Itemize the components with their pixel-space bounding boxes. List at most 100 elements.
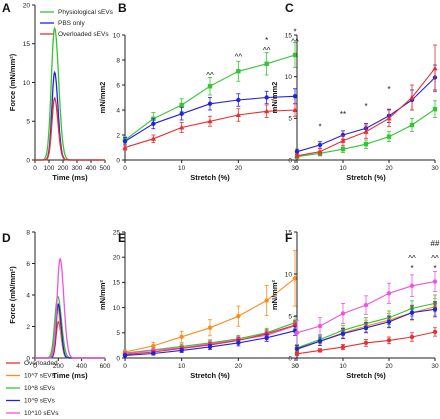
significance-mark: * bbox=[364, 102, 367, 111]
series-line bbox=[35, 96, 105, 161]
series-line bbox=[124, 109, 296, 149]
data-point bbox=[236, 340, 241, 346]
y-tick-label: 6 bbox=[26, 261, 30, 268]
significance-mark: * bbox=[433, 264, 436, 273]
x-axis-label: Stretch (%) bbox=[346, 371, 386, 380]
data-point bbox=[432, 106, 438, 112]
data-point bbox=[235, 112, 241, 117]
data-point bbox=[386, 338, 392, 343]
data-point bbox=[432, 329, 438, 335]
x-tick-label: 0 bbox=[33, 165, 37, 172]
legend-label: Overloaded sEVs bbox=[58, 31, 109, 38]
y-tick-label: 10 bbox=[23, 80, 31, 87]
data-point bbox=[151, 343, 156, 349]
data-point bbox=[122, 139, 128, 144]
data-point bbox=[409, 310, 415, 315]
x-tick-label: 10 bbox=[178, 165, 186, 172]
data-point bbox=[386, 319, 392, 325]
x-tick-label: 0 bbox=[295, 165, 299, 172]
x-tick-label: 0 bbox=[123, 165, 127, 172]
data-point bbox=[294, 351, 300, 356]
data-point bbox=[207, 118, 213, 124]
series-line bbox=[35, 26, 105, 161]
series-line bbox=[35, 295, 105, 359]
data-point bbox=[292, 94, 298, 99]
y-tick-label: 8 bbox=[116, 57, 120, 64]
x-tick-label: 20 bbox=[385, 363, 393, 370]
data-point bbox=[317, 148, 323, 154]
y-tick-label: 25 bbox=[113, 229, 121, 236]
x-tick-label: 30 bbox=[291, 165, 299, 172]
y-tick-label: 0 bbox=[26, 355, 30, 362]
y-tick-label: 15 bbox=[285, 229, 293, 236]
data-point bbox=[294, 149, 300, 154]
data-point bbox=[264, 331, 269, 337]
data-point bbox=[207, 84, 213, 89]
y-tick-label: 0 bbox=[288, 355, 292, 362]
data-point bbox=[207, 325, 213, 330]
x-tick-label: 200 bbox=[53, 363, 64, 370]
data-point bbox=[122, 353, 128, 358]
data-point bbox=[409, 94, 415, 100]
data-point bbox=[292, 52, 298, 58]
x-tick-label: 400 bbox=[76, 363, 87, 370]
data-point bbox=[151, 351, 156, 356]
y-tick-label: 5 bbox=[288, 313, 292, 320]
y-tick-label: 10 bbox=[285, 271, 293, 278]
x-tick-label: 100 bbox=[44, 165, 55, 172]
legend-label: Overloaded bbox=[24, 360, 58, 367]
series-line bbox=[35, 70, 105, 161]
y-tick-label: 15 bbox=[285, 32, 293, 39]
data-point bbox=[340, 344, 346, 350]
panel-label: D bbox=[2, 231, 11, 245]
data-point bbox=[179, 348, 184, 353]
series-line bbox=[35, 303, 105, 359]
y-tick-label: 10 bbox=[113, 305, 121, 312]
data-point bbox=[340, 138, 346, 143]
y-axis-label: mN/mm² bbox=[270, 280, 279, 311]
y-tick-label: 0 bbox=[116, 355, 120, 362]
data-point bbox=[363, 141, 369, 147]
data-point bbox=[386, 115, 392, 121]
significance-mark: * bbox=[410, 264, 413, 273]
y-tick-label: 10 bbox=[113, 32, 121, 39]
x-tick-label: 300 bbox=[72, 165, 83, 172]
legend-label: 10^8 sEVs bbox=[24, 385, 56, 392]
x-tick-label: 500 bbox=[100, 165, 111, 172]
y-tick-label: 4 bbox=[116, 107, 120, 114]
panel-label: B bbox=[118, 1, 127, 15]
x-tick-label: 20 bbox=[235, 363, 243, 370]
y-axis-label: mN/mm2 bbox=[98, 82, 107, 114]
legend-label: Physiological sEVs bbox=[58, 9, 114, 16]
data-point bbox=[236, 97, 241, 103]
data-point bbox=[409, 334, 415, 340]
y-tick-label: 15 bbox=[113, 280, 121, 287]
y-tick-label: 10 bbox=[285, 74, 293, 81]
data-point bbox=[122, 144, 128, 150]
x-tick-label: 0 bbox=[33, 363, 37, 370]
x-tick-label: 20 bbox=[385, 165, 393, 172]
significance-mark: ^^ bbox=[206, 71, 214, 80]
data-point bbox=[386, 291, 392, 296]
significance-mark: ^^ bbox=[291, 37, 299, 46]
y-tick-label: 0 bbox=[116, 157, 120, 164]
y-tick-label: 15 bbox=[23, 41, 31, 48]
significance-mark: ** bbox=[340, 110, 346, 119]
x-tick-label: 0 bbox=[123, 363, 127, 370]
y-tick-label: 20 bbox=[23, 2, 31, 9]
panel-label: F bbox=[285, 231, 292, 245]
data-point bbox=[236, 313, 241, 319]
y-tick-label: 2 bbox=[26, 324, 30, 331]
legend-label: PBS only bbox=[58, 20, 85, 27]
series-line bbox=[35, 320, 105, 359]
y-tick-label: 5 bbox=[116, 330, 120, 337]
x-tick-label: 10 bbox=[339, 165, 347, 172]
data-point bbox=[363, 340, 369, 346]
y-axis-label: Force (mN/mm²) bbox=[8, 266, 17, 324]
x-tick-label: 30 bbox=[431, 363, 439, 370]
data-point bbox=[264, 61, 269, 66]
x-axis-label: Stretch (%) bbox=[190, 173, 230, 182]
panel-label: C bbox=[285, 1, 294, 15]
y-tick-label: 5 bbox=[26, 119, 30, 126]
series-line bbox=[35, 302, 105, 359]
